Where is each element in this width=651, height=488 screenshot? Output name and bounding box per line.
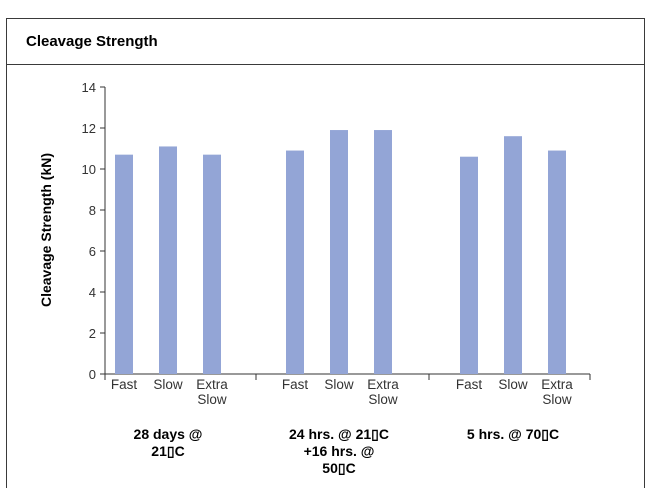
chart-panel: Cleavage Strength <box>6 18 645 488</box>
y-tick-label: 12 <box>82 121 96 136</box>
bar-category-label: Fast <box>111 377 138 392</box>
bar <box>460 156 478 374</box>
y-tick-label: 10 <box>82 162 96 177</box>
group-label: 50▯C <box>322 460 355 476</box>
y-tick-label: 14 <box>82 80 96 95</box>
bar <box>374 130 392 374</box>
group-label: 5 hrs. @ 70▯C <box>467 426 559 442</box>
bar-category-label: Extra <box>196 377 228 392</box>
bar <box>159 146 177 374</box>
bar <box>286 150 304 374</box>
group-label: +16 hrs. @ <box>304 443 375 459</box>
bar-category-label: Slow <box>197 392 227 407</box>
bar <box>115 154 133 374</box>
bar <box>504 136 522 374</box>
y-tick-label: 6 <box>89 244 96 259</box>
y-tick-label: 0 <box>89 367 96 382</box>
panel-header: Cleavage Strength <box>7 19 644 65</box>
bar-category-label: Fast <box>282 377 309 392</box>
group-label: 21▯C <box>151 443 184 459</box>
y-tick-label: 2 <box>89 326 96 341</box>
bar-category-label: Slow <box>368 392 398 407</box>
bar-category-label: Extra <box>367 377 399 392</box>
group-label: 28 days @ <box>134 426 203 442</box>
bar-category-label: Slow <box>498 377 528 392</box>
y-axis-label: Cleavage Strength (kN) <box>38 153 54 307</box>
bar-category-label: Extra <box>541 377 573 392</box>
group-label: 24 hrs. @ 21▯C <box>289 426 389 442</box>
bar <box>548 150 566 374</box>
panel-title: Cleavage Strength <box>26 33 158 50</box>
bar-category-label: Slow <box>153 377 183 392</box>
y-tick-label: 8 <box>89 203 96 218</box>
bar-category-label: Slow <box>542 392 572 407</box>
bar <box>330 130 348 374</box>
bar-category-label: Fast <box>456 377 483 392</box>
bar <box>203 154 221 374</box>
bar-category-label: Slow <box>324 377 354 392</box>
y-tick-label: 4 <box>89 285 96 300</box>
